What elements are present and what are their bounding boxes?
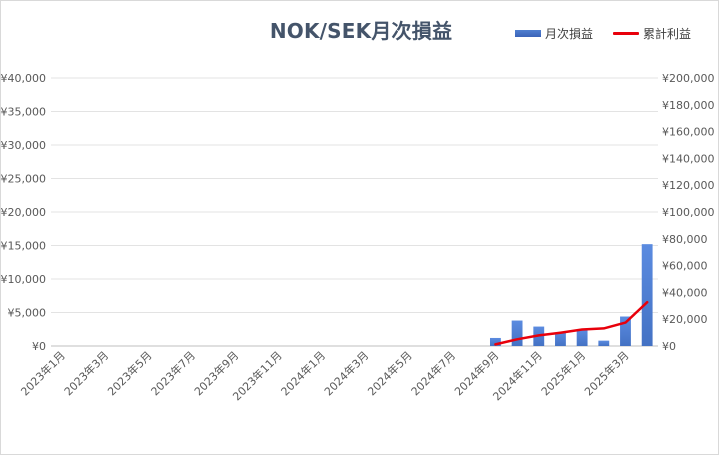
y-left-tick-label: ¥10,000 (1, 273, 46, 286)
y-left-tick-label: ¥40,000 (1, 72, 46, 85)
legend-swatch-bar (515, 30, 541, 37)
x-tick-label: 2025年1月 (538, 348, 588, 398)
y-right-tick-label: ¥200,000 (662, 72, 715, 85)
legend: 月次損益 累計利益 (515, 25, 711, 42)
y-left-tick-label: ¥35,000 (1, 106, 46, 119)
y-right-tick-label: ¥20,000 (662, 313, 708, 326)
bar (620, 316, 631, 346)
x-tick-label: 2023年1月 (18, 348, 68, 398)
x-tick-label: 2024年1月 (278, 348, 328, 398)
y-right-tick-label: ¥40,000 (662, 286, 708, 299)
y-left-tick-label: ¥5,000 (8, 307, 47, 320)
y-right-tick-label: ¥0 (662, 340, 676, 353)
legend-swatch-line (613, 32, 640, 35)
y-right-tick-label: ¥160,000 (662, 126, 715, 139)
y-right-tick-label: ¥140,000 (662, 152, 715, 165)
bar (555, 332, 566, 346)
bar (511, 320, 523, 346)
y-left-tick-label: ¥15,000 (1, 240, 46, 253)
chart-title: NOK/SEK月次損益 (269, 19, 453, 43)
x-tick-label: 2025年3月 (581, 348, 631, 398)
legend-item-bar: 月次損益 (515, 25, 593, 42)
y-right-tick-label: ¥80,000 (662, 233, 708, 246)
legend-label-bar: 月次損益 (545, 27, 594, 41)
bar (598, 340, 610, 346)
y-left-tick-label: ¥0 (32, 340, 46, 353)
x-tick-label: 2024年3月 (321, 348, 371, 398)
y-right-tick-label: ¥60,000 (662, 260, 708, 273)
bar (489, 337, 501, 346)
cumulative-line (494, 300, 649, 346)
y-left-tick-label: ¥25,000 (1, 173, 46, 186)
x-tick-label: 2023年3月 (61, 348, 111, 398)
y-right-tick-label: ¥180,000 (662, 99, 715, 112)
x-tick-label: 2024年7月 (408, 348, 458, 398)
x-tick-label: 2024年5月 (365, 348, 415, 398)
y-right-tick-label: ¥100,000 (662, 206, 715, 219)
y-left-tick-label: ¥20,000 (1, 206, 46, 219)
y-left-tick-label: ¥30,000 (1, 139, 46, 152)
x-tick-label: 2023年7月 (148, 348, 198, 398)
legend-label-line: 累計利益 (643, 27, 692, 41)
x-tick-label: 2023年5月 (104, 348, 154, 398)
legend-item-line: 累計利益 (613, 25, 691, 42)
bar (576, 329, 588, 346)
y-right-tick-label: ¥120,000 (662, 179, 715, 192)
bar (641, 244, 653, 346)
